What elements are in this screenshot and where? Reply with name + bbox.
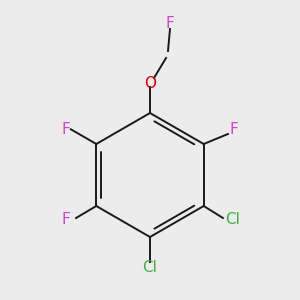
Text: F: F xyxy=(166,16,174,31)
Text: Cl: Cl xyxy=(142,260,158,274)
Text: F: F xyxy=(230,122,238,137)
Text: F: F xyxy=(62,122,70,137)
Text: F: F xyxy=(62,212,70,227)
Text: Cl: Cl xyxy=(226,212,240,227)
Text: O: O xyxy=(144,76,156,91)
